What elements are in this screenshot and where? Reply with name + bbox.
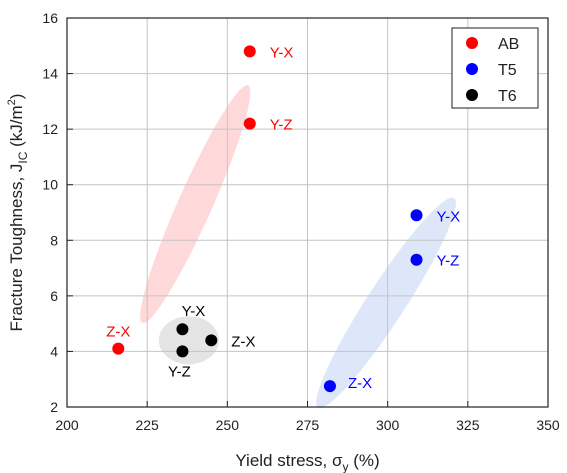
legend-box: [451, 27, 539, 109]
data-point: [243, 117, 256, 130]
group-ellipse: [140, 85, 251, 324]
legend-marker: [466, 89, 478, 101]
data-point: [205, 334, 218, 347]
point-label: Y-Z: [168, 363, 191, 380]
legend-label: AB: [498, 36, 519, 53]
point-label: Y-Z: [437, 253, 460, 270]
y-axis-title-sub: IC: [16, 151, 30, 163]
x-tick-label: 325: [456, 417, 480, 433]
data-point: [243, 45, 256, 58]
y-tick-label: 4: [50, 343, 58, 359]
point-labels: Y-X Y-Z Z-X Y-X Y-Z Z-X Y-X Y-Z Z-X: [106, 44, 460, 392]
data-point: [410, 209, 423, 222]
y-axis-title-end: ): [7, 94, 26, 100]
point-label: Y-X: [437, 208, 461, 225]
y-tick-label: 6: [50, 288, 58, 304]
x-tick-label: 250: [216, 417, 240, 433]
legend: AB T5 T6: [451, 27, 539, 109]
legend-label: T6: [498, 88, 517, 105]
data-point: [323, 380, 336, 393]
y-tick-label: 12: [42, 121, 58, 137]
x-axis-title-main: Yield stress, σ: [235, 451, 343, 470]
point-label: Z-X: [231, 333, 255, 350]
legend-marker: [466, 63, 478, 75]
x-axis-title: Yield stress, σy (%): [235, 451, 379, 473]
x-tick-label: 350: [536, 417, 560, 433]
x-tick-label: 225: [135, 417, 159, 433]
data-point: [176, 323, 189, 336]
grid-lines: [67, 18, 548, 407]
point-label: Z-X: [106, 324, 130, 341]
legend-marker: [466, 37, 478, 49]
y-tick-label: 16: [42, 10, 58, 26]
x-tick-label: 200: [55, 417, 79, 433]
group-ellipse: [316, 197, 456, 409]
y-tick-label: 14: [42, 66, 58, 82]
data-points: [112, 45, 423, 393]
data-point: [410, 253, 423, 266]
y-tick-label: 8: [50, 232, 58, 248]
point-label: Y-X: [270, 44, 294, 61]
x-axis-title-sub: y: [343, 460, 349, 473]
y-axis-title-suffix: (kJ/m: [7, 105, 26, 151]
x-tick-label: 275: [296, 417, 320, 433]
point-label: Y-Z: [270, 117, 293, 134]
y-tick-label: 2: [50, 399, 58, 415]
data-point: [112, 342, 125, 355]
axis-ticks: 200 225 250 275 300 325 350 2 4 6 8 10 12 14 16: [42, 10, 559, 433]
x-tick-label: 300: [376, 417, 400, 433]
y-axis-title: Fracture Toughness, JIC (kJ/m2): [6, 94, 30, 332]
group-ellipse: [158, 316, 219, 365]
point-label: Y-X: [182, 303, 206, 320]
y-axis-title-main: Fracture Toughness, J: [7, 164, 26, 332]
legend-label: T5: [498, 62, 517, 79]
x-axis-title-suffix: (%): [349, 451, 380, 470]
point-label: Z-X: [348, 375, 372, 392]
group-ellipses: [140, 85, 456, 409]
y-axis-title-sup: 2: [6, 99, 18, 105]
y-tick-label: 10: [42, 177, 58, 193]
data-point: [176, 345, 189, 358]
